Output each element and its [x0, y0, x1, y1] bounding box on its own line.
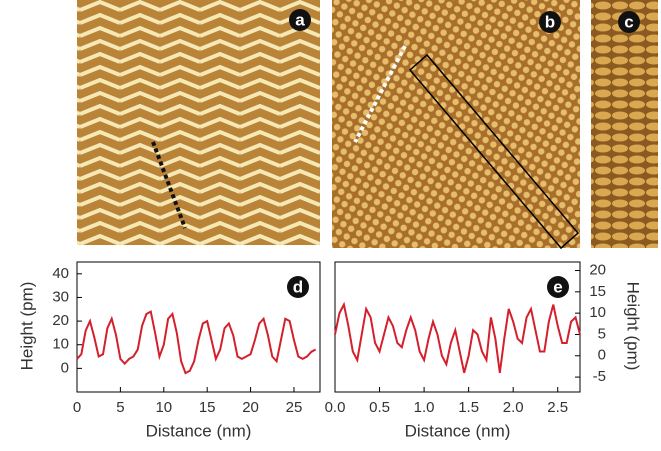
x-axis-label: Distance (nm) — [405, 421, 511, 440]
x-tick-label: 2.5 — [547, 399, 568, 416]
y-tick-label: 0 — [598, 347, 606, 364]
stm-image-a — [77, 0, 320, 245]
panel-label: a — [295, 10, 305, 29]
panel-label: b — [545, 12, 555, 31]
y-axis-label: Height (pm) — [17, 282, 36, 371]
x-tick-label: 0 — [73, 399, 81, 416]
y-tick-label: 20 — [589, 261, 606, 278]
x-tick-label: 1.0 — [414, 399, 435, 416]
x-tick-label: 2.0 — [503, 399, 524, 416]
x-tick-label: 1.5 — [458, 399, 479, 416]
y-axis-label: Height (pm) — [624, 282, 643, 371]
y-tick-label: 15 — [589, 283, 606, 300]
x-tick-label: 5 — [116, 399, 124, 416]
x-tick-label: 10 — [155, 399, 172, 416]
y-tick-label: -5 — [593, 368, 606, 385]
y-tick-label: 10 — [589, 304, 606, 321]
y-tick-label: 5 — [598, 325, 606, 342]
y-tick-label: 0 — [61, 359, 69, 376]
panel-label: c — [624, 12, 633, 31]
y-tick-label: 40 — [52, 265, 69, 282]
data-line — [335, 305, 580, 373]
x-tick-label: 0.5 — [369, 399, 390, 416]
x-axis-label: Distance (nm) — [146, 421, 252, 440]
data-line — [77, 312, 316, 373]
figure: a b c 0 5 10 15 20 25 0 10 20 30 40 Distance (nm) Heigh… — [0, 0, 661, 446]
x-tick-label: 15 — [199, 399, 216, 416]
x-tick-label: 20 — [242, 399, 259, 416]
stm-image-c — [591, 0, 658, 248]
x-tick-label: 25 — [286, 399, 303, 416]
panel-label: e — [553, 277, 562, 296]
y-tick-label: 10 — [52, 336, 69, 353]
panel-label: d — [293, 277, 303, 296]
x-tick-label: 0.0 — [325, 399, 346, 416]
y-tick-label: 30 — [52, 288, 69, 305]
y-tick-label: 20 — [52, 312, 69, 329]
